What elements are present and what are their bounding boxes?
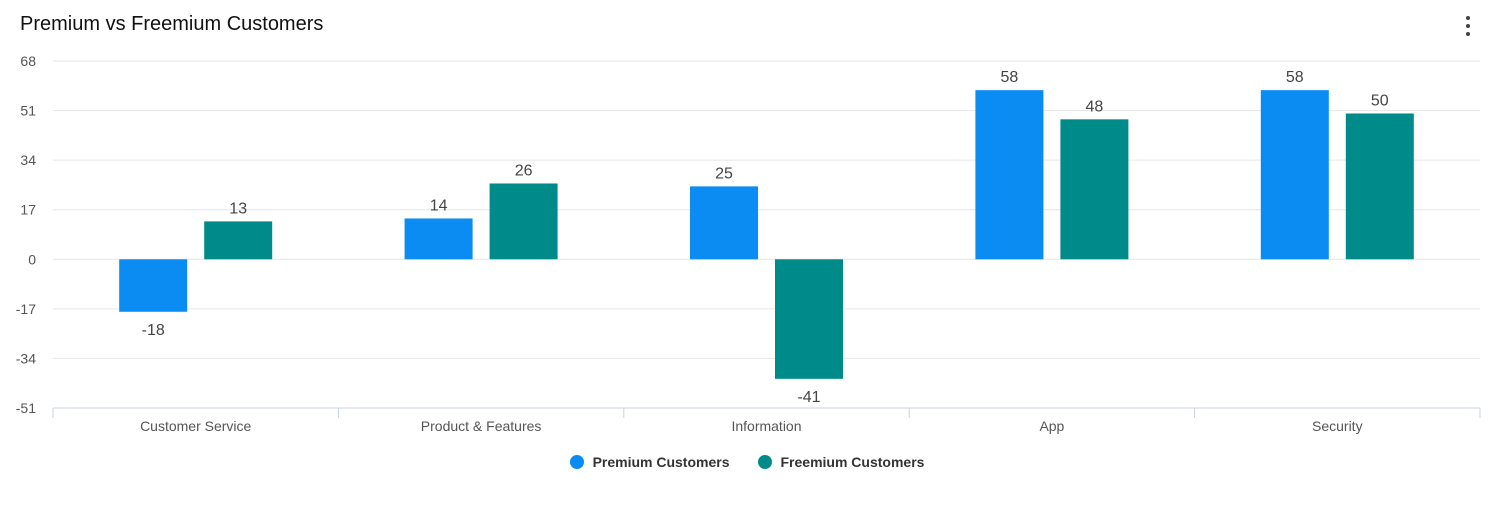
menu-dot: [1466, 16, 1470, 20]
bar-freemium: [775, 259, 843, 379]
x-tick-label: App: [1039, 418, 1064, 434]
data-label: 58: [1001, 69, 1019, 86]
y-tick-label: 0: [28, 251, 36, 267]
data-label: 26: [515, 162, 533, 179]
bar-freemium: [489, 183, 558, 260]
legend-label-premium: Premium Customers: [592, 454, 730, 470]
chart-legend: Premium Customers Freemium Customers: [0, 454, 1494, 470]
data-label: -41: [797, 389, 820, 406]
bar-premium: [404, 218, 473, 260]
more-vertical-icon[interactable]: [1458, 14, 1478, 38]
data-label: 25: [715, 165, 733, 182]
data-label: 13: [229, 200, 247, 217]
chart-title: Premium vs Freemium Customers: [20, 13, 324, 35]
y-tick-label: -34: [16, 350, 36, 366]
y-tick-label: -17: [16, 301, 36, 317]
legend-label-freemium: Freemium Customers: [780, 454, 925, 470]
data-label: 50: [1371, 92, 1389, 109]
data-label: 48: [1086, 98, 1104, 115]
bar-premium: [119, 259, 188, 312]
x-tick-label: Information: [731, 418, 801, 434]
y-tick-label: -51: [16, 400, 36, 416]
menu-dot: [1466, 24, 1470, 28]
legend-item-freemium[interactable]: Freemium Customers: [757, 454, 925, 470]
bar-premium: [975, 90, 1044, 260]
bar-premium: [690, 186, 758, 260]
menu-dot: [1466, 32, 1470, 36]
x-tick-label: Product & Features: [421, 418, 542, 434]
bar-freemium: [1060, 119, 1129, 260]
y-tick-label: 34: [20, 152, 36, 168]
legend-item-premium[interactable]: Premium Customers: [569, 454, 730, 470]
data-label: 14: [430, 197, 448, 214]
data-label: -18: [142, 322, 165, 339]
y-tick-label: 68: [20, 53, 36, 69]
bar-freemium: [1345, 113, 1414, 260]
legend-marker-premium: [569, 455, 584, 469]
data-label: 58: [1286, 69, 1304, 86]
y-tick-label: 17: [20, 202, 36, 218]
x-tick-label: Security: [1312, 418, 1363, 434]
bar-premium: [1260, 90, 1329, 260]
y-tick-label: 51: [20, 103, 36, 119]
legend-marker-freemium: [757, 455, 772, 469]
bar-freemium: [204, 221, 273, 260]
x-tick-label: Customer Service: [140, 418, 251, 434]
